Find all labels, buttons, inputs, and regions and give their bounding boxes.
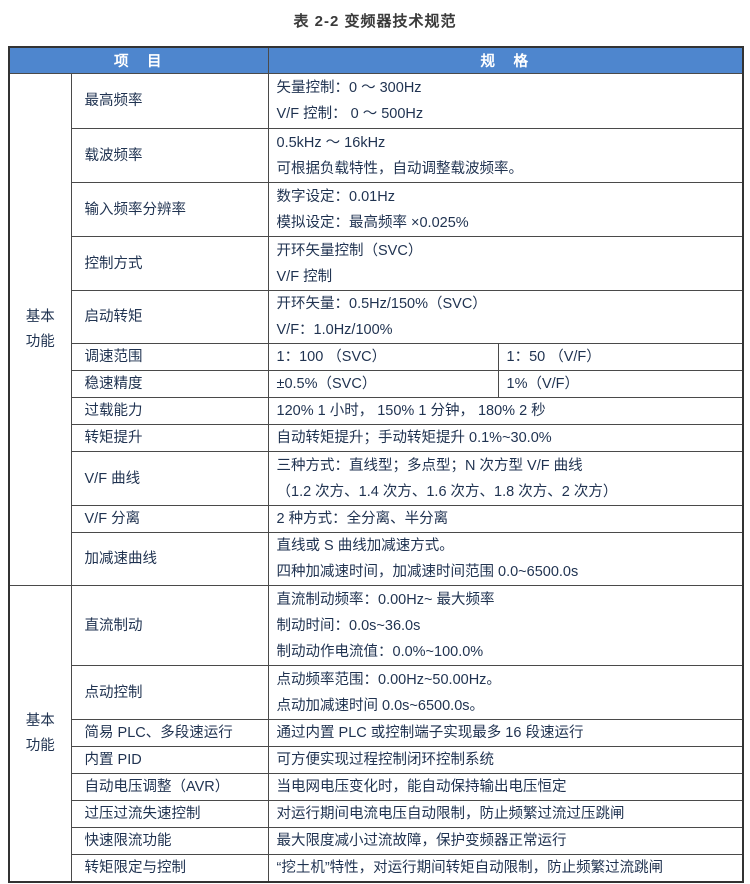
group-label-basic-functions-1: 基本 功能 <box>8 73 72 586</box>
item-cell: 快速限流功能 <box>70 827 269 855</box>
item-cell: 直流制动 <box>70 585 269 666</box>
table-row: 控制方式 开环矢量控制（SVC） V/F 控制 <box>9 236 744 291</box>
table-row: V/F 分离 2 种方式：全分离、半分离 <box>9 505 744 533</box>
spec-cell: 直线或 S 曲线加减速方式。 四种加减速时间，加减速时间范围 0.0~6500.… <box>267 532 744 586</box>
spec-cell: 可方便实现过程控制闭环控制系统 <box>267 746 744 774</box>
group-label-basic-functions-2: 基本 功能 <box>8 585 72 883</box>
item-cell: 过载能力 <box>70 397 269 425</box>
item-cell: V/F 分离 <box>70 505 269 533</box>
spec-cell-right: 1%（V/F） <box>497 370 744 398</box>
spec-cell: 2 种方式：全分离、半分离 <box>267 505 744 533</box>
item-cell: 稳速精度 <box>70 370 269 398</box>
table-row: 简易 PLC、多段速运行 通过内置 PLC 或控制端子实现最多 16 段速运行 <box>9 719 744 747</box>
spec-cell-left: 1：100 （SVC） <box>267 343 499 371</box>
spec-cell: 三种方式：直线型；多点型；N 次方型 V/F 曲线 （1.2 次方、1.4 次方… <box>267 451 744 506</box>
spec-cell: 开环矢量控制（SVC） V/F 控制 <box>267 236 744 291</box>
item-cell: 过压过流失速控制 <box>70 800 269 828</box>
spec-table: 项 目 规 格 基本 功能 最高频率 矢量控制：0 ～ 300Hz V/F 控制… <box>8 46 744 883</box>
table-row: 加减速曲线 直线或 S 曲线加减速方式。 四种加减速时间，加减速时间范围 0.0… <box>9 532 744 586</box>
item-cell: 控制方式 <box>70 236 269 291</box>
spec-cell: 对运行期间电流电压自动限制，防止频繁过流过压跳闸 <box>267 800 744 828</box>
page-title: 表 2-2 变频器技术规范 <box>293 13 457 30</box>
spec-cell: 直流制动频率：0.00Hz~ 最大频率 制动时间：0.0s~36.0s 制动动作… <box>267 585 744 666</box>
item-cell: V/F 曲线 <box>70 451 269 506</box>
item-cell: 点动控制 <box>70 665 269 720</box>
item-cell: 简易 PLC、多段速运行 <box>70 719 269 747</box>
spec-cell: 点动频率范围：0.00Hz~50.00Hz。 点动加减速时间 0.0s~6500… <box>267 665 744 720</box>
item-cell: 输入频率分辨率 <box>70 182 269 237</box>
spec-cell: “挖土机”特性，对运行期间转矩自动限制，防止频繁过流跳闸 <box>267 854 744 883</box>
table-row: 启动转矩 开环矢量：0.5Hz/150%（SVC） V/F：1.0Hz/100% <box>9 290 744 344</box>
header-spec-col: 规 格 <box>267 46 744 74</box>
table-row: 自动电压调整（AVR） 当电网电压变化时，能自动保持输出电压恒定 <box>9 773 744 801</box>
spec-cell: 最大限度减小过流故障，保护变频器正常运行 <box>267 827 744 855</box>
spec-cell: 矢量控制：0 ～ 300Hz V/F 控制： 0 ～ 500Hz <box>267 73 744 129</box>
table-row: 快速限流功能 最大限度减小过流故障，保护变频器正常运行 <box>9 827 744 855</box>
spec-cell-right: 1：50 （V/F） <box>497 343 744 371</box>
item-cell: 自动电压调整（AVR） <box>70 773 269 801</box>
table-row: 稳速精度 ±0.5%（SVC） 1%（V/F） <box>9 370 744 398</box>
table-row: 过压过流失速控制 对运行期间电流电压自动限制，防止频繁过流过压跳闸 <box>9 800 744 828</box>
spec-cell: 通过内置 PLC 或控制端子实现最多 16 段速运行 <box>267 719 744 747</box>
item-cell: 转矩提升 <box>70 424 269 452</box>
table-row: 点动控制 点动频率范围：0.00Hz~50.00Hz。 点动加减速时间 0.0s… <box>9 665 744 720</box>
spec-cell: 当电网电压变化时，能自动保持输出电压恒定 <box>267 773 744 801</box>
spec-cell: 120% 1 小时， 150% 1 分钟， 180% 2 秒 <box>267 397 744 425</box>
table-row: 转矩限定与控制 “挖土机”特性，对运行期间转矩自动限制，防止频繁过流跳闸 <box>9 854 744 883</box>
spec-cell: 自动转矩提升；手动转矩提升 0.1%~30.0% <box>267 424 744 452</box>
item-cell: 加减速曲线 <box>70 532 269 586</box>
spec-cell-left: ±0.5%（SVC） <box>267 370 499 398</box>
table-row: 基本 功能 最高频率 矢量控制：0 ～ 300Hz V/F 控制： 0 ～ 50… <box>8 73 744 586</box>
item-cell: 调速范围 <box>70 343 269 371</box>
item-cell: 启动转矩 <box>70 290 269 344</box>
table-row: 转矩提升 自动转矩提升；手动转矩提升 0.1%~30.0% <box>9 424 744 452</box>
header-item-col: 项 目 <box>8 46 269 74</box>
item-cell: 最高频率 <box>70 73 269 129</box>
table-header-row: 项 目 规 格 <box>8 46 744 74</box>
spec-cell: 数字设定：0.01Hz 模拟设定：最高频率 ×0.025% <box>267 182 744 237</box>
table-row: 调速范围 1：100 （SVC） 1：50 （V/F） <box>9 343 744 371</box>
item-cell: 转矩限定与控制 <box>70 854 269 883</box>
table-row: 载波频率 0.5kHz ～ 16kHz 可根据负载特性，自动调整载波频率。 <box>9 128 744 183</box>
table-row: 内置 PID 可方便实现过程控制闭环控制系统 <box>9 746 744 774</box>
item-cell: 载波频率 <box>70 128 269 183</box>
table-row: V/F 曲线 三种方式：直线型；多点型；N 次方型 V/F 曲线 （1.2 次方… <box>9 451 744 506</box>
spec-cell: 0.5kHz ～ 16kHz 可根据负载特性，自动调整载波频率。 <box>267 128 744 183</box>
spec-cell: 开环矢量：0.5Hz/150%（SVC） V/F：1.0Hz/100% <box>267 290 744 344</box>
table-row: 过载能力 120% 1 小时， 150% 1 分钟， 180% 2 秒 <box>9 397 744 425</box>
item-cell: 内置 PID <box>70 746 269 774</box>
table-row: 输入频率分辨率 数字设定：0.01Hz 模拟设定：最高频率 ×0.025% <box>9 182 744 237</box>
table-row: 基本 功能 直流制动 直流制动频率：0.00Hz~ 最大频率 制动时间：0.0s… <box>8 585 744 883</box>
